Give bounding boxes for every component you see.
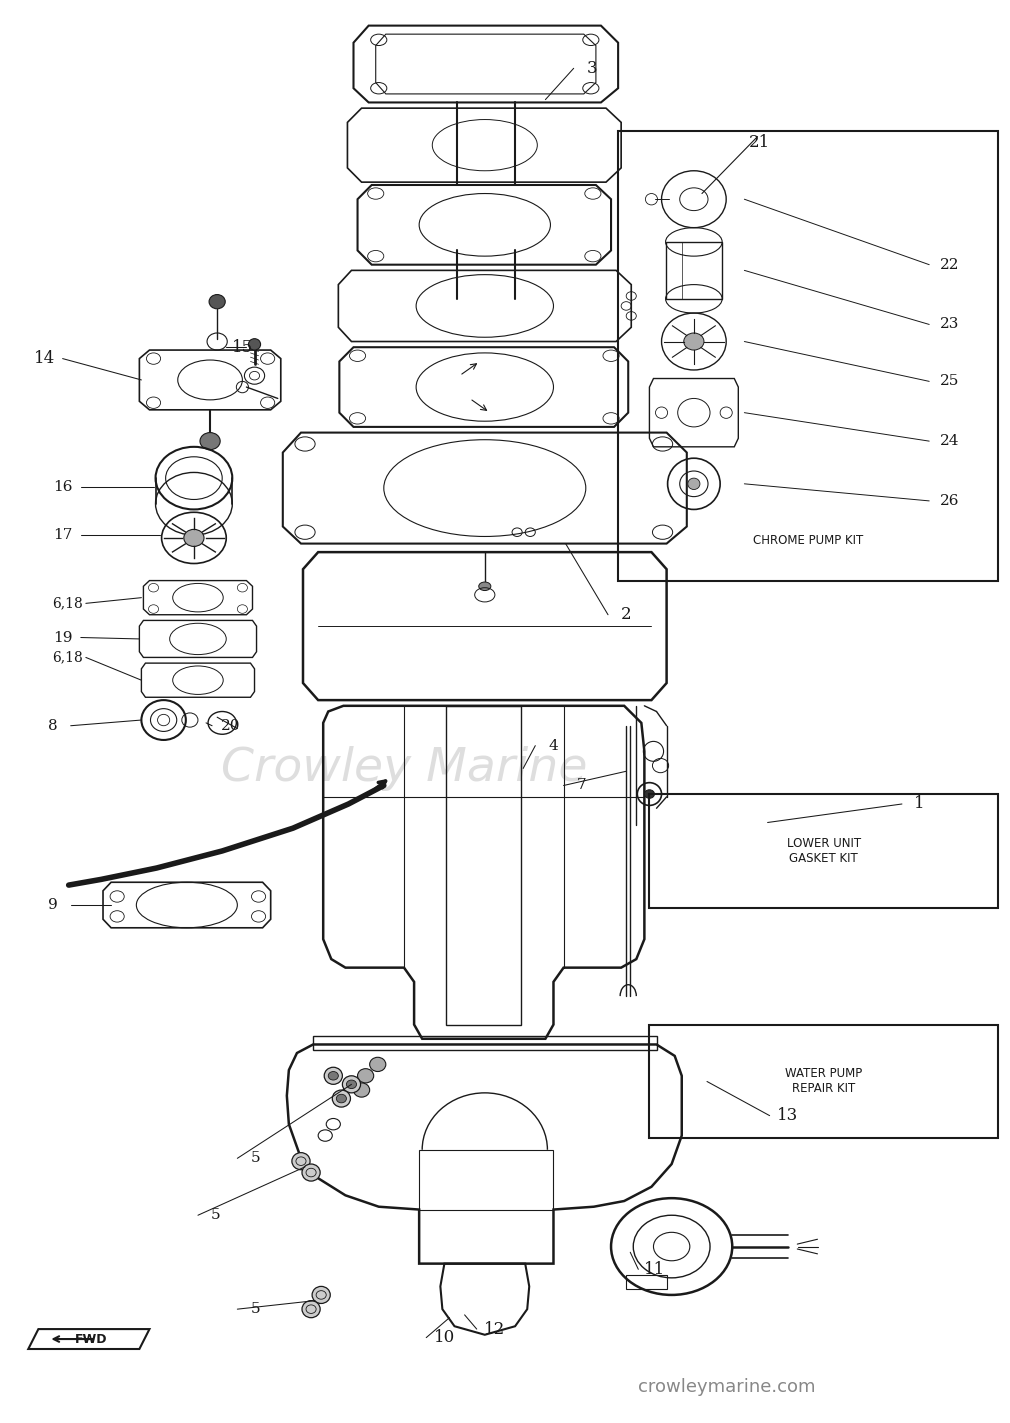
Ellipse shape xyxy=(292,1153,310,1170)
Ellipse shape xyxy=(479,582,491,591)
Ellipse shape xyxy=(370,1057,386,1072)
Text: 12: 12 xyxy=(484,1321,506,1338)
Text: 3: 3 xyxy=(587,60,597,77)
Ellipse shape xyxy=(346,1080,357,1089)
Ellipse shape xyxy=(200,433,220,450)
Ellipse shape xyxy=(324,1067,342,1084)
Ellipse shape xyxy=(336,1094,346,1103)
Text: 7: 7 xyxy=(577,778,587,793)
Text: 5: 5 xyxy=(210,1208,220,1222)
Text: 11: 11 xyxy=(643,1261,666,1278)
Text: 6,18: 6,18 xyxy=(53,596,83,610)
Text: 8: 8 xyxy=(47,719,58,733)
Ellipse shape xyxy=(342,1076,361,1093)
Text: 21: 21 xyxy=(748,134,771,151)
Ellipse shape xyxy=(302,1301,320,1318)
Text: 22: 22 xyxy=(939,258,960,272)
Text: 2: 2 xyxy=(621,606,631,623)
Text: 13: 13 xyxy=(777,1107,799,1124)
Ellipse shape xyxy=(332,1090,350,1107)
Text: FWD: FWD xyxy=(75,1332,107,1346)
Bar xyxy=(649,794,998,908)
Text: 20: 20 xyxy=(220,719,240,733)
Text: 9: 9 xyxy=(47,898,58,912)
Text: 1: 1 xyxy=(914,795,924,813)
Ellipse shape xyxy=(302,1164,320,1181)
Text: 15: 15 xyxy=(232,339,252,356)
Ellipse shape xyxy=(358,1069,374,1083)
Text: 26: 26 xyxy=(939,494,960,508)
Text: 25: 25 xyxy=(939,374,960,388)
Text: 6,18: 6,18 xyxy=(53,650,83,665)
Text: crowleymarine.com: crowleymarine.com xyxy=(638,1379,816,1396)
Ellipse shape xyxy=(684,333,704,350)
Text: Crowley Marine: Crowley Marine xyxy=(221,746,587,791)
Text: 16: 16 xyxy=(53,480,73,494)
Bar xyxy=(618,131,998,581)
Text: 5: 5 xyxy=(250,1302,261,1316)
Ellipse shape xyxy=(688,478,700,490)
Text: 4: 4 xyxy=(548,739,559,753)
Text: 5: 5 xyxy=(250,1151,261,1165)
Text: 10: 10 xyxy=(433,1329,456,1346)
Text: 19: 19 xyxy=(53,630,73,645)
Text: 14: 14 xyxy=(33,350,56,367)
Ellipse shape xyxy=(209,295,225,309)
Text: WATER PUMP
REPAIR KIT: WATER PUMP REPAIR KIT xyxy=(785,1067,863,1096)
Ellipse shape xyxy=(354,1083,370,1097)
Text: LOWER UNIT
GASKET KIT: LOWER UNIT GASKET KIT xyxy=(787,837,861,865)
Ellipse shape xyxy=(312,1286,330,1303)
Ellipse shape xyxy=(248,339,261,350)
Bar xyxy=(666,242,722,299)
Text: CHROME PUMP KIT: CHROME PUMP KIT xyxy=(752,534,864,548)
Ellipse shape xyxy=(328,1072,338,1080)
Text: 17: 17 xyxy=(53,528,73,542)
Text: 23: 23 xyxy=(939,317,960,332)
Ellipse shape xyxy=(644,790,654,798)
Ellipse shape xyxy=(184,529,204,546)
Text: 24: 24 xyxy=(939,434,960,448)
Bar xyxy=(649,1025,998,1138)
